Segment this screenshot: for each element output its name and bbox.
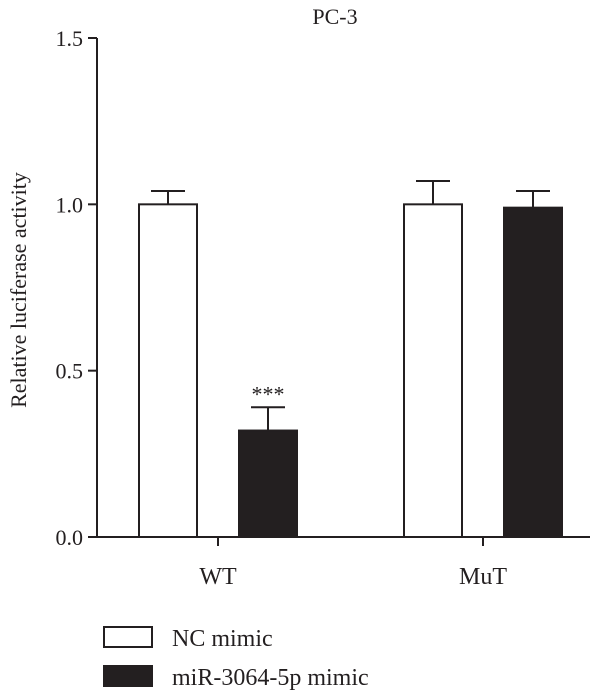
legend-swatch [103, 626, 153, 648]
x-category-label: MuT [459, 564, 507, 590]
bar-wt-nc-mimic [138, 203, 198, 538]
y-tick-label: 0.0 [56, 525, 84, 550]
chart-title: PC-3 [312, 4, 357, 29]
significance-label: *** [252, 381, 285, 406]
y-axis-label: Relative luciferase activity [6, 172, 31, 408]
bar-mut-nc-mimic [403, 203, 463, 538]
legend-label: NC mimic [172, 626, 273, 652]
y-tick-label: 0.5 [56, 359, 84, 384]
bar-wt-mir-mimic [238, 429, 298, 538]
bar-mut-mir-mimic [503, 206, 563, 538]
legend-swatch [103, 665, 153, 687]
y-tick-label: 1.0 [56, 192, 84, 217]
legend-label: miR-3064-5p mimic [172, 665, 369, 691]
y-tick-label: 1.5 [56, 26, 84, 51]
x-category-label: WT [199, 564, 237, 590]
